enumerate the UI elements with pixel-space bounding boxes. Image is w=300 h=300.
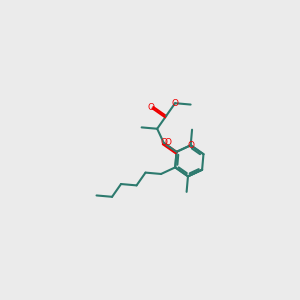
- Text: O: O: [148, 103, 155, 112]
- Text: O: O: [164, 138, 171, 147]
- Text: O: O: [187, 141, 194, 150]
- Text: O: O: [160, 138, 167, 147]
- Text: O: O: [172, 99, 178, 108]
